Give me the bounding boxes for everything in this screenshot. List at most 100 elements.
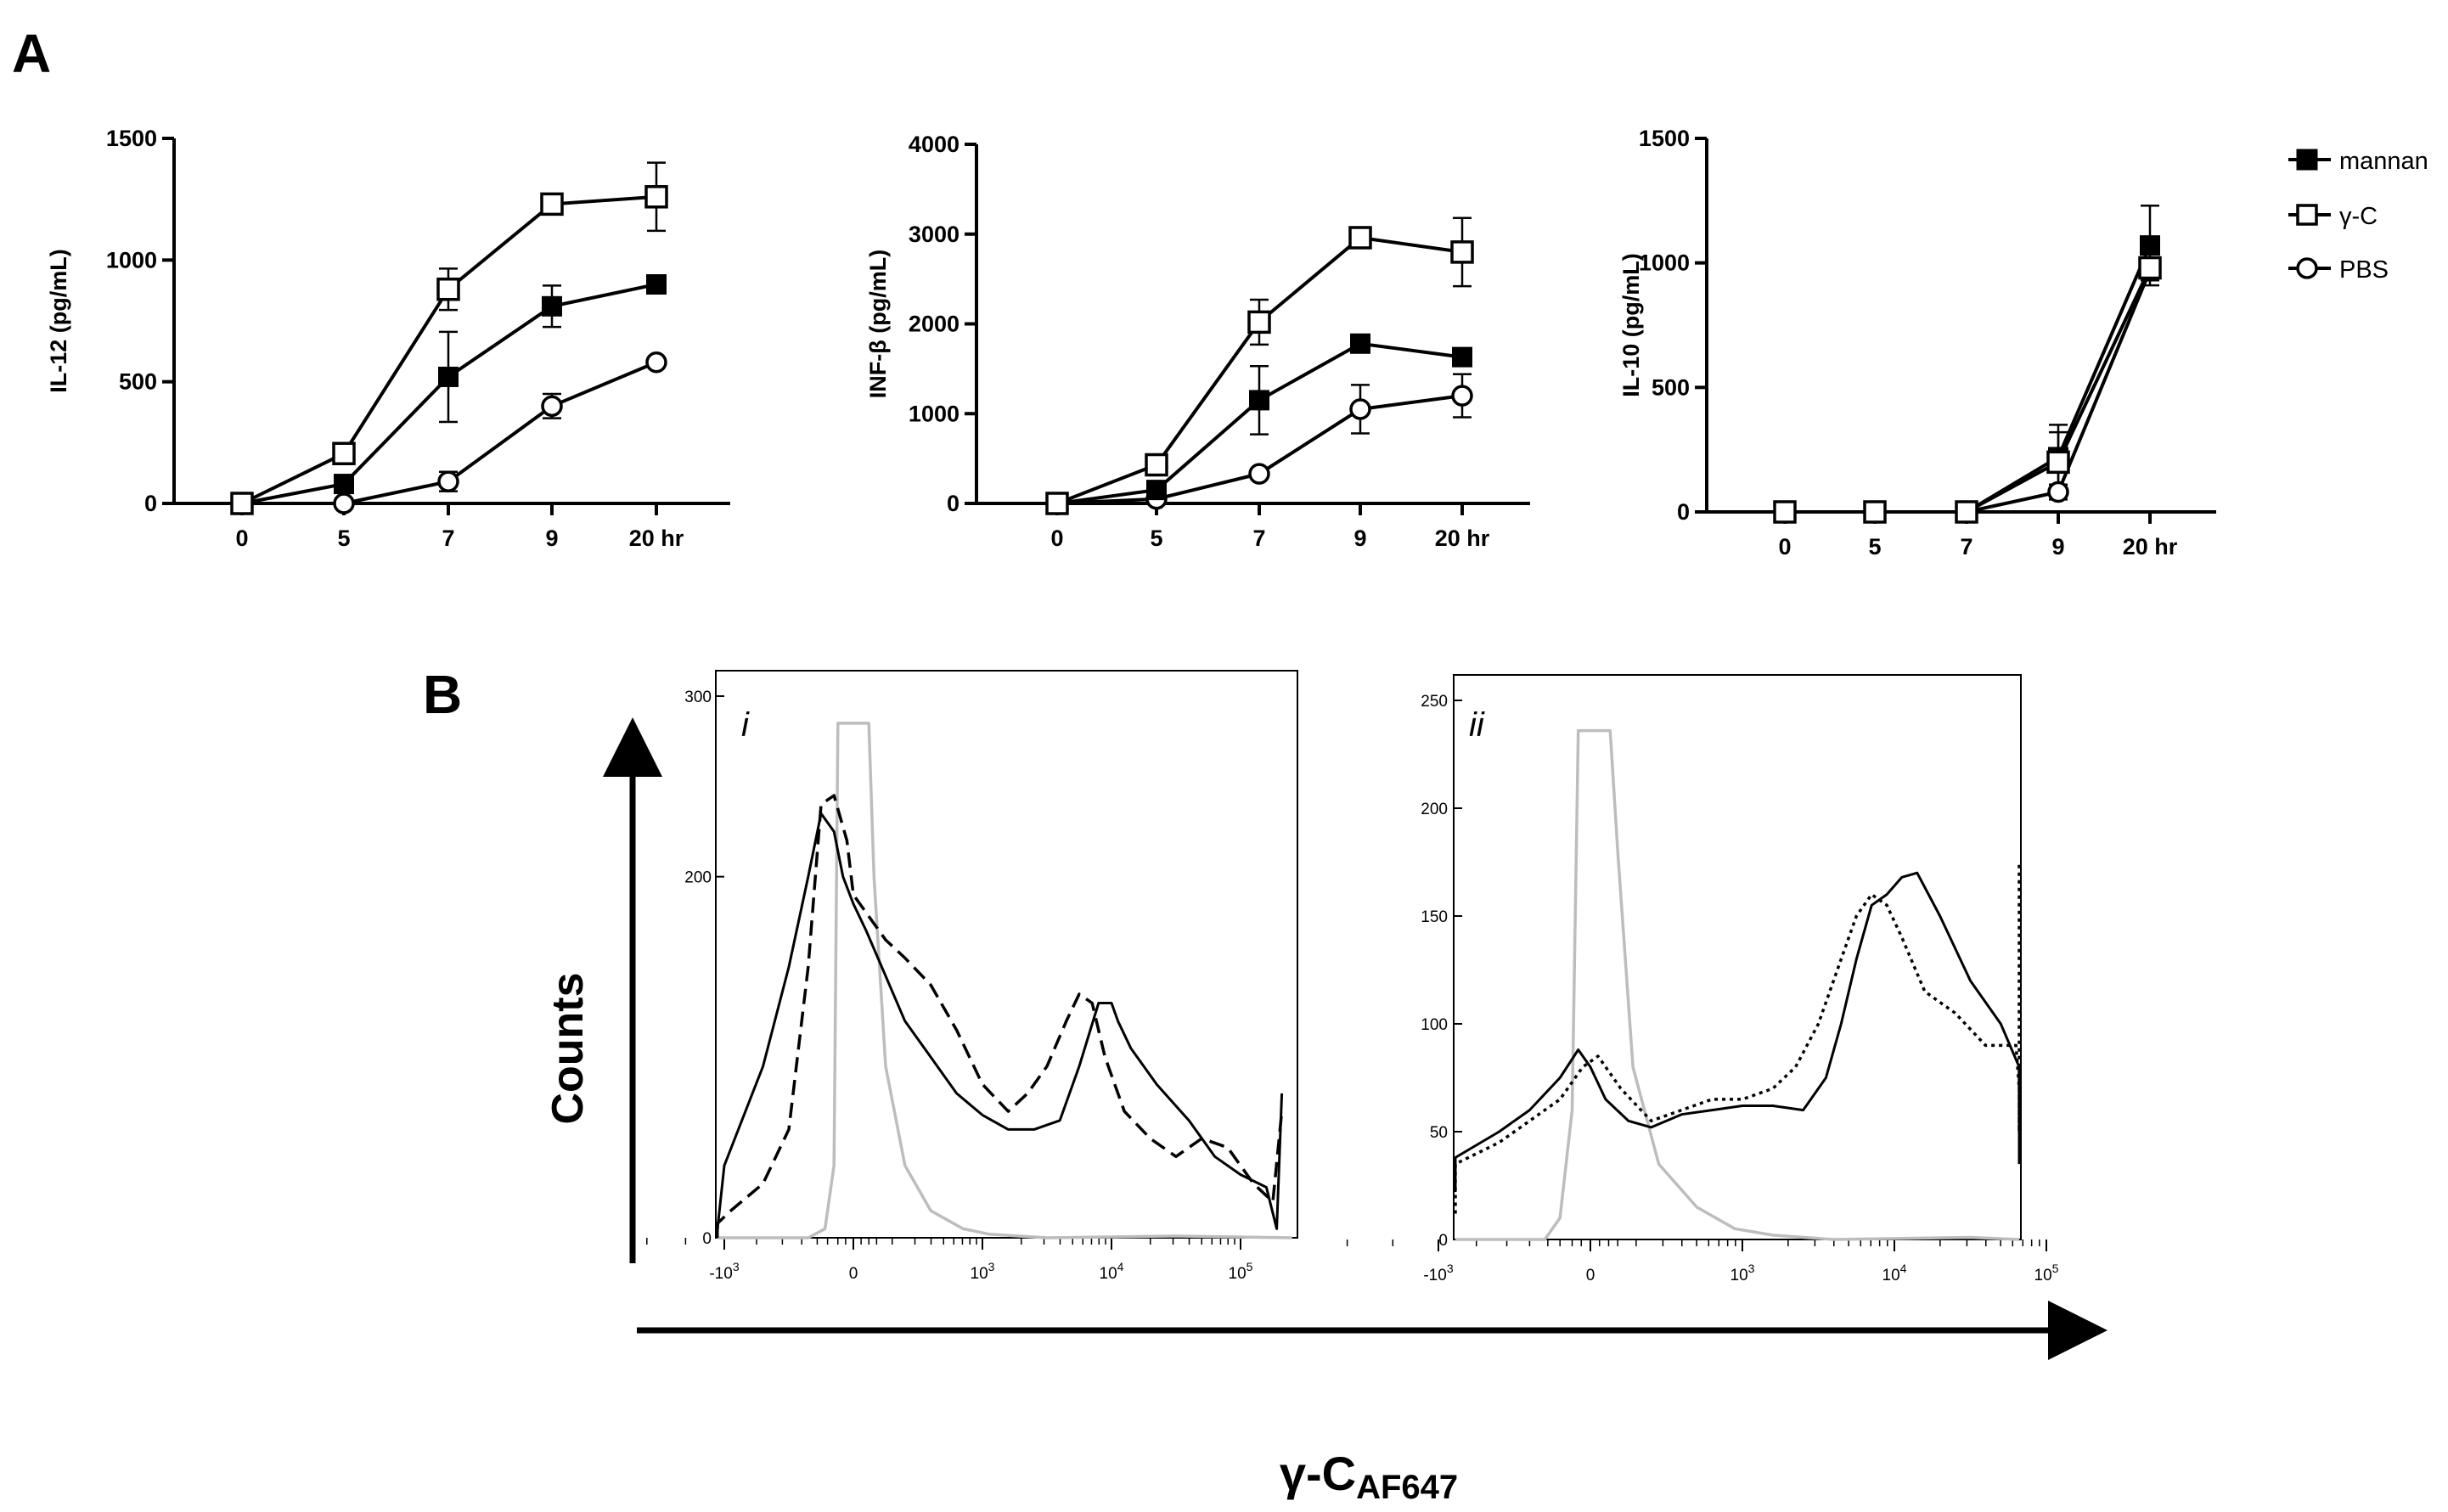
x-tick-exponent: 4	[1900, 1262, 1907, 1275]
data-point-pbs	[1451, 385, 1473, 407]
open-circle-icon	[2296, 257, 2318, 279]
x-tick-base: 10	[1730, 1267, 1748, 1284]
x-tick-label: 5	[337, 526, 350, 551]
x-tick-label: 103	[971, 1260, 995, 1283]
series-line-open-square	[1785, 267, 2152, 514]
data-point-mannan	[646, 274, 667, 295]
y-tick-label: 0	[1438, 1232, 1448, 1250]
data-point-pbs	[2047, 481, 2069, 503]
y-tick-label: 4000	[909, 132, 960, 157]
panel-roman-label: i	[741, 706, 750, 744]
y-axis-label: INF-β (pg/mL)	[865, 250, 891, 398]
x-tick-base: 0	[849, 1265, 858, 1283]
x-tick-label: 7	[1252, 526, 1265, 551]
x-tick-label: 0	[849, 1265, 858, 1283]
y-tick-label: 3000	[909, 222, 960, 247]
x-tick-label: 20 hr	[2123, 534, 2178, 559]
data-point-gamma-c	[1348, 226, 1372, 250]
panel-roman-label: ii	[1469, 706, 1485, 744]
data-point-gamma-c	[1247, 310, 1271, 334]
data-point-pbs	[333, 492, 355, 514]
y-tick-label: 500	[1652, 374, 1690, 400]
x-tick-exponent: 3	[1748, 1262, 1755, 1275]
data-point-pbs	[1248, 463, 1270, 485]
y-tick-label: 1500	[1639, 126, 1690, 151]
y-tick-label: 2000	[909, 312, 960, 337]
data-point-pbs	[645, 351, 667, 374]
y-tick-label: 200	[1421, 801, 1448, 818]
y-tick-label: 300	[684, 689, 712, 706]
x-tick-base: 10	[1229, 1265, 1247, 1283]
data-point-gamma-c	[230, 492, 254, 515]
histogram-control	[718, 722, 1292, 1239]
y-tick-label: 200	[684, 869, 712, 887]
data-point-mannan	[334, 474, 354, 495]
y-tick-label: 1000	[106, 247, 157, 273]
data-point-mannan	[2140, 235, 2160, 256]
x-tick-base: 10	[1882, 1267, 1900, 1284]
data-point-gamma-c	[2138, 256, 2162, 280]
x-tick-label: 20 hr	[629, 526, 684, 551]
y-axis-label: IL-10 (pg/mL)	[1618, 253, 1644, 397]
il12-chart: 0 500 1000 1500 0 5 7 9 20 hr IL-12 (pg/mL)	[46, 126, 730, 551]
x-tick-label: 9	[1353, 526, 1366, 551]
histogram-c	[1454, 871, 2021, 1193]
x-tick-label: -103	[709, 1260, 739, 1283]
intensity-label: γ-CAF647	[1280, 1447, 1458, 1506]
x-tick-label: 103	[1730, 1262, 1755, 1284]
data-point-mannan	[438, 366, 459, 387]
histogram-mannan	[716, 794, 1284, 1229]
legend-item-mannan: mannan	[2288, 148, 2428, 175]
legend-item-gamma-c: γ-C	[2288, 203, 2378, 230]
data-point-gamma-c	[332, 441, 356, 465]
x-tick-exponent: 5	[2052, 1262, 2059, 1275]
legend: mannan γ-C PBS	[2288, 148, 2428, 284]
x-tick-base: 10	[2034, 1267, 2052, 1284]
y-tick-label: 500	[119, 369, 157, 395]
il10-chart: 0 500 1000 1500 0 5 7 9 20 hr IL-10 (pg/mL)	[1618, 126, 2216, 559]
data-point-gamma-c	[540, 192, 564, 216]
legend-label-gamma-c: γ-C	[2339, 203, 2378, 230]
data-point-mannan	[542, 295, 562, 317]
legend-item-pbs: PBS	[2288, 256, 2389, 284]
x-tick-exponent: 3	[988, 1260, 995, 1273]
x-tick-label: 7	[442, 526, 454, 551]
intensity-label-main: γ-C	[1280, 1447, 1356, 1500]
filled-square-icon	[2296, 149, 2318, 171]
x-tick-label: 9	[545, 526, 558, 551]
x-tick-base: 10	[971, 1265, 988, 1283]
y-tick-label: 50	[1430, 1124, 1448, 1142]
legend-label-pbs: PBS	[2339, 256, 2389, 284]
y-tick-label: 1000	[1639, 250, 1690, 276]
data-point-gamma-c	[2046, 450, 2070, 475]
x-tick-label: -103	[1423, 1262, 1453, 1284]
infb-chart: 0 1000 2000 3000 4000 0 5 7 9 20 hr INF-β (pg/mL)	[865, 132, 1530, 551]
y-tick-label: 1500	[106, 126, 157, 151]
y-tick-label: 1000	[909, 401, 960, 426]
plot-frame	[715, 670, 1298, 1239]
data-point-pbs	[437, 470, 459, 492]
y-tick-label: 100	[1421, 1016, 1448, 1034]
data-point-mannan	[1249, 390, 1269, 411]
panel-b-label: B	[423, 664, 462, 725]
data-point-gamma-c	[1955, 500, 1978, 524]
y-tick-label: 0	[1677, 499, 1690, 525]
legend-label-mannan: mannan	[2339, 148, 2428, 175]
x-tick-label: 20 hr	[1435, 526, 1490, 551]
open-square-icon	[2296, 204, 2318, 226]
intensity-label-sub: AF647	[1356, 1469, 1458, 1506]
data-point-mannan	[1146, 480, 1167, 501]
data-point-pbs	[541, 395, 563, 418]
x-tick-base: 10	[1100, 1265, 1117, 1283]
flow-axes: Counts γ-CAF647	[543, 717, 2108, 1506]
y-tick-label: 0	[947, 491, 960, 516]
y-tick-label: 250	[1421, 693, 1448, 711]
counts-label: Counts	[543, 972, 593, 1124]
x-tick-label: 5	[1868, 534, 1881, 559]
x-tick-label: 104	[1882, 1262, 1907, 1284]
x-tick-label: 5	[1150, 526, 1162, 551]
histogram-c	[716, 812, 1284, 1238]
